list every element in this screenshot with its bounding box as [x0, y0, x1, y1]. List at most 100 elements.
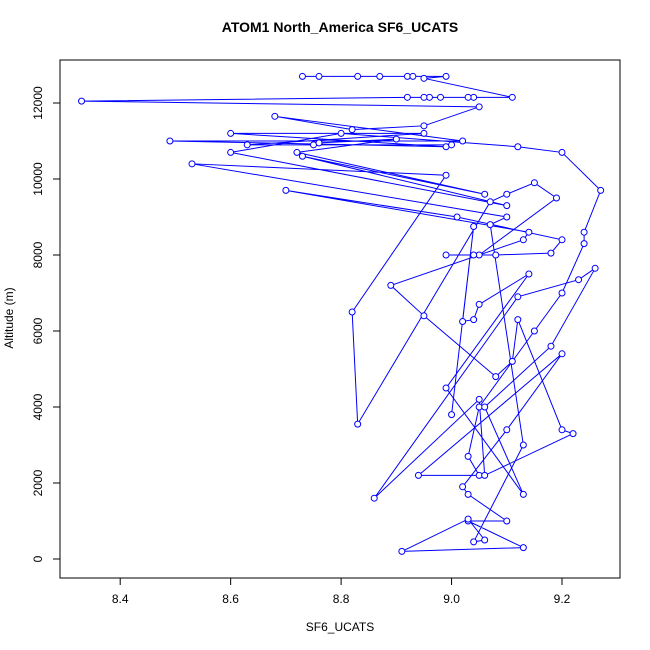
data-point	[78, 97, 86, 105]
data-point	[558, 236, 566, 244]
data-point	[437, 93, 445, 101]
data-point	[547, 249, 555, 257]
data-point	[282, 186, 290, 194]
data-point	[448, 411, 456, 419]
data-point	[481, 190, 489, 198]
data-point	[420, 74, 428, 82]
data-point	[243, 141, 251, 149]
data-point	[481, 403, 489, 411]
data-point	[492, 251, 500, 259]
data-point	[503, 426, 511, 434]
data-point	[530, 179, 538, 187]
y-tick-label: 4000	[31, 393, 45, 420]
data-point	[392, 135, 400, 143]
y-axis-label: Altitude (m)	[2, 287, 16, 348]
data-point	[475, 103, 483, 111]
data-point	[575, 276, 583, 284]
data-point	[558, 426, 566, 434]
data-point	[481, 471, 489, 479]
data-point	[348, 126, 356, 134]
data-point	[580, 240, 588, 248]
data-point	[525, 228, 533, 236]
x-tick-label: 8.6	[222, 592, 239, 606]
data-point	[420, 122, 428, 130]
data-point	[503, 202, 511, 210]
x-axis-label: SF6_UCATS	[306, 620, 374, 634]
data-point	[503, 517, 511, 525]
y-tick-label: 0	[31, 555, 45, 562]
data-point	[354, 420, 362, 428]
data-point	[519, 441, 527, 449]
data-point	[387, 281, 395, 289]
data-point	[315, 72, 323, 80]
data-point	[508, 357, 516, 365]
data-point	[271, 112, 279, 120]
data-point	[503, 213, 511, 221]
plot-frame	[59, 59, 621, 579]
data-point	[569, 430, 577, 438]
data-point	[486, 198, 494, 206]
y-tick-label: 8000	[31, 241, 45, 268]
data-point	[530, 327, 538, 335]
data-point	[442, 171, 450, 179]
data-point	[403, 93, 411, 101]
data-point	[486, 221, 494, 229]
data-point	[552, 194, 560, 202]
data-point	[227, 129, 235, 137]
data-point	[464, 452, 472, 460]
data-point	[420, 129, 428, 137]
data-point	[514, 293, 522, 301]
data-point	[514, 316, 522, 324]
data-point	[464, 93, 472, 101]
y-tick-label: 2000	[31, 469, 45, 496]
data-point	[597, 186, 605, 194]
data-point	[508, 93, 516, 101]
data-point	[354, 72, 362, 80]
data-point	[370, 494, 378, 502]
chart-title: ATOM1 North_America SF6_UCATS	[222, 19, 459, 35]
data-point	[470, 538, 478, 546]
x-tick-label: 8.4	[112, 592, 129, 606]
data-point	[470, 316, 478, 324]
data-point	[420, 312, 428, 320]
data-point	[453, 213, 461, 221]
data-point	[188, 160, 196, 168]
data-point	[442, 384, 450, 392]
data-point	[558, 289, 566, 297]
data-point	[459, 137, 467, 145]
data-point	[459, 483, 467, 491]
data-point	[227, 148, 235, 156]
data-point	[475, 300, 483, 308]
data-point	[166, 137, 174, 145]
data-point	[348, 308, 356, 316]
data-point	[315, 139, 323, 147]
data-point	[337, 129, 345, 137]
data-point	[414, 471, 422, 479]
data-point	[298, 152, 306, 160]
data-point	[376, 72, 384, 80]
data-point	[481, 536, 489, 544]
data-point	[459, 318, 467, 326]
data-point	[470, 223, 478, 231]
data-line	[81, 75, 602, 552]
y-tick-label: 12000	[31, 86, 45, 120]
data-point	[464, 490, 472, 498]
data-point	[470, 251, 478, 259]
data-point	[519, 490, 527, 498]
data-point	[514, 143, 522, 151]
data-point	[519, 236, 527, 244]
data-point	[547, 342, 555, 350]
data-point	[448, 141, 456, 149]
data-point	[464, 515, 472, 523]
data-point	[519, 544, 527, 552]
data-point	[293, 148, 301, 156]
data-point	[558, 148, 566, 156]
data-point	[409, 72, 417, 80]
data-point	[475, 395, 483, 403]
data-point	[525, 270, 533, 278]
data-point	[442, 251, 450, 259]
data-point	[580, 228, 588, 236]
y-tick-label: 10000	[31, 162, 45, 196]
data-point	[442, 72, 450, 80]
